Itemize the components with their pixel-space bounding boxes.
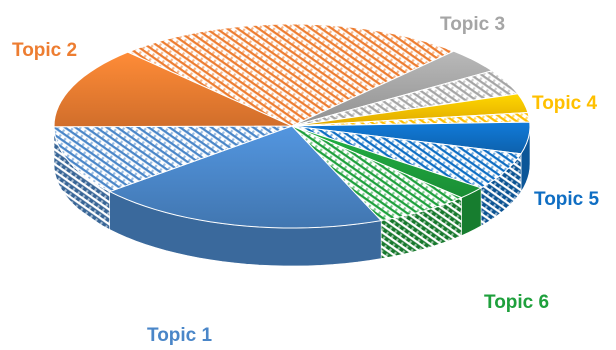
pie-sides (53, 125, 531, 267)
pie-slice-topic-3-solid (291, 50, 494, 127)
pie-slice-topic-5-hatched (291, 125, 522, 189)
label-topic-3: Topic 3 (440, 14, 506, 35)
label-topic-6: Topic 6 (484, 292, 550, 313)
pie-slice-topic-6-hatched (291, 125, 463, 222)
pie-slice-topic-2-solid (53, 51, 293, 128)
pie-slice-topic-1-hatched (53, 125, 293, 193)
pie-slice-topic-1-solid (108, 125, 383, 229)
pie-slice-topic-2-hatched (126, 23, 456, 127)
label-topic-2: Topic 2 (12, 40, 78, 61)
label-topic-5: Topic 5 (534, 189, 600, 210)
label-topic-1: Topic 1 (147, 325, 213, 346)
label-topic-4: Topic 4 (532, 93, 598, 114)
pie-tops (53, 23, 531, 229)
pie-slice-topic-3-hatched (291, 70, 519, 127)
pie-slice-topic-5-solid (291, 121, 531, 155)
